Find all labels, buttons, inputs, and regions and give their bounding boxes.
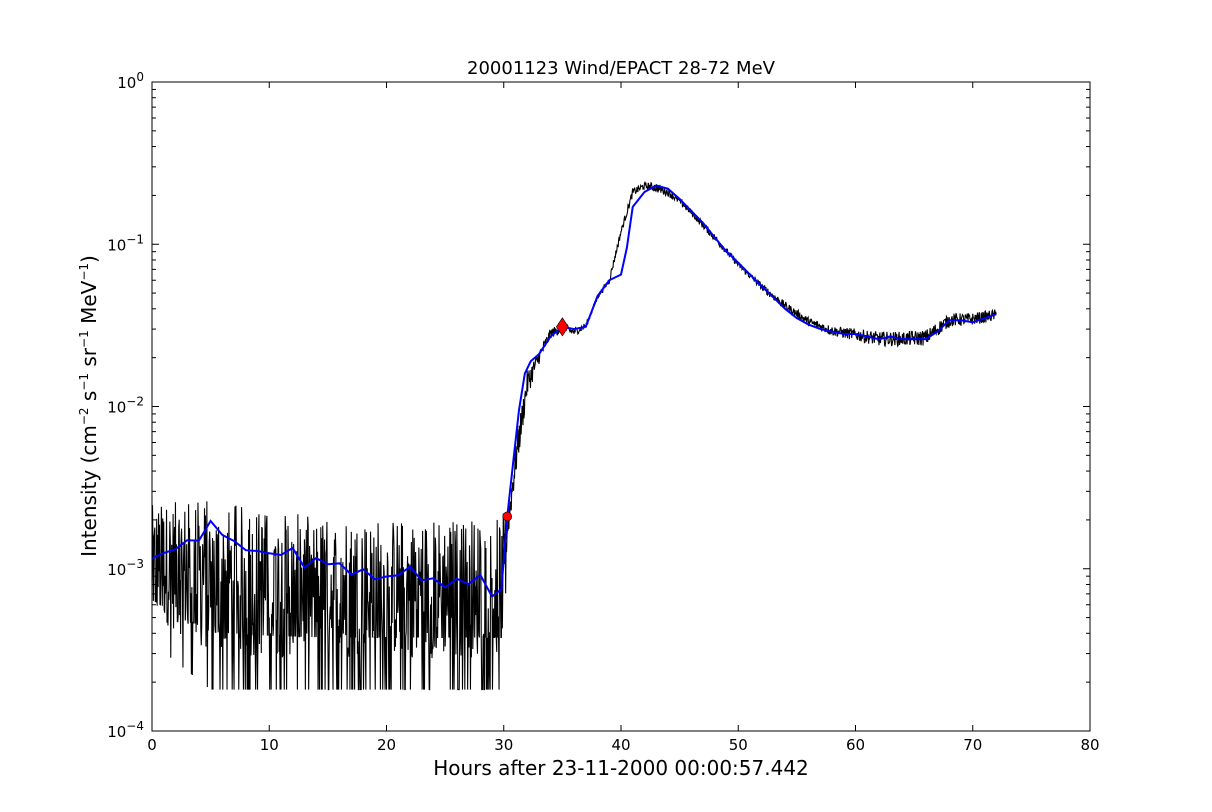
y-tick-label: 100: [117, 70, 144, 92]
marker-layer: [502, 317, 569, 522]
x-tick-label: 40: [611, 736, 630, 754]
x-tick-label: 60: [846, 736, 865, 754]
peak-marker: [556, 317, 569, 337]
x-axis-label: Hours after 23-11-2000 00:00:57.442: [433, 756, 809, 780]
onset-marker: [502, 511, 513, 522]
y-axis-label: Intensity (cm−2 s−1 sr−1 MeV−1): [77, 255, 101, 557]
x-tick-label: 0: [147, 736, 157, 754]
x-tick-label: 10: [260, 736, 279, 754]
raw-intensity-series: [151, 180, 997, 691]
x-tick-label: 70: [963, 736, 982, 754]
y-tick-label: 10−2: [107, 395, 144, 417]
chart-title: 20001123 Wind/EPACT 28-72 MeV: [467, 58, 776, 79]
tick-layer: 0 10 20 30 40 50 60 70 80 10−4 10−3 10−2 10−1 100: [107, 70, 1099, 754]
y-tick-label: 10−1: [107, 232, 144, 254]
y-tick-label: 10−4: [107, 719, 144, 741]
x-tick-label: 20: [377, 736, 396, 754]
y-tick-label: 10−3: [107, 557, 144, 579]
plot-area: 0 10 20 30 40 50 60 70 80 10−4 10−3 10−2 10−1 100: [107, 70, 1099, 754]
x-tick-label: 80: [1080, 736, 1099, 754]
x-tick-label: 30: [494, 736, 513, 754]
x-tick-label: 50: [729, 736, 748, 754]
